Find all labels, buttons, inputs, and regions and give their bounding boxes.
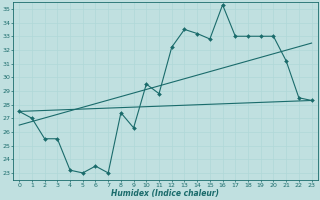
X-axis label: Humidex (Indice chaleur): Humidex (Indice chaleur) [111,189,220,198]
